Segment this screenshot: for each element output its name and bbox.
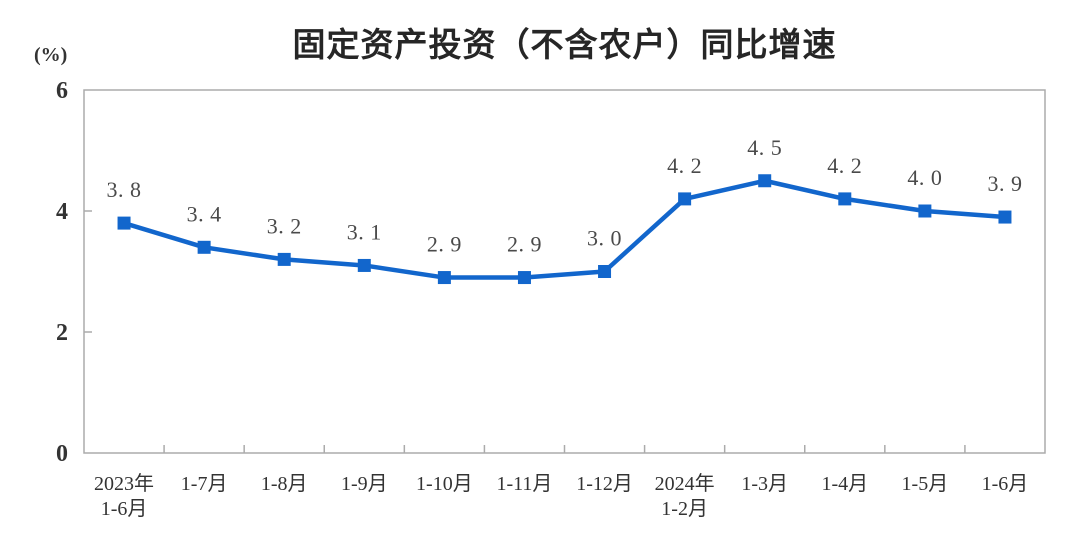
x-axis-tick-label: 1-3月: [741, 473, 788, 495]
x-axis-tick-label: 1-12月: [576, 473, 633, 495]
y-axis-tick-label: 2: [56, 320, 68, 346]
data-point-marker: [517, 271, 531, 285]
data-point-label: 3. 1: [347, 219, 382, 244]
chart-title: 固定资产投资（不含农户）同比增速: [292, 26, 837, 63]
y-axis-tick-label: 6: [56, 78, 68, 104]
x-axis-tick-label: 1-2月: [661, 498, 708, 520]
x-axis-tick-label: 1-6月: [982, 473, 1029, 495]
plot-area-border: [83, 89, 1046, 454]
x-axis-tick-label: 1-9月: [341, 473, 388, 495]
data-point-label: 4. 0: [907, 165, 942, 190]
y-axis-tick-label: 4: [56, 199, 68, 225]
data-point-label: 4. 2: [827, 153, 862, 178]
data-point-label: 2. 9: [507, 232, 542, 257]
data-point-marker: [998, 210, 1012, 224]
data-point-label: 3. 4: [187, 201, 222, 226]
x-axis-tick-label: 1-7月: [181, 473, 228, 495]
data-point-label: 3. 2: [267, 213, 302, 238]
x-axis-tick-label: 2024年: [655, 472, 715, 495]
data-point-marker: [197, 240, 211, 254]
y-axis-tick-label: 0: [56, 441, 68, 467]
data-point-marker: [758, 174, 772, 188]
x-axis-tick-label: 2023年: [94, 472, 154, 495]
data-point-marker: [277, 252, 291, 266]
data-point-marker: [357, 258, 371, 272]
x-axis-tick-label: 1-8月: [261, 473, 308, 495]
y-axis-unit-label: (%): [34, 44, 68, 66]
data-point-marker: [838, 192, 852, 206]
x-axis-tick-label: 1-11月: [496, 473, 552, 495]
data-point-label: 3. 0: [587, 226, 622, 251]
trend-line: [121, 178, 1008, 280]
x-axis-tick-label: 1-10月: [416, 473, 473, 495]
data-point-marker: [117, 216, 131, 230]
data-point-label: 3. 9: [987, 171, 1022, 196]
data-point-label: 3. 8: [107, 177, 142, 202]
data-point-marker: [678, 192, 692, 206]
data-point-label: 2. 9: [427, 232, 462, 257]
data-point-marker: [437, 271, 451, 285]
data-point-marker: [598, 265, 612, 278]
x-axis-tick-label: 1-5月: [902, 473, 949, 495]
x-axis-tick-label: 1-4月: [821, 473, 868, 495]
data-point-label: 4. 2: [667, 153, 702, 178]
x-axis-tick-label: 1-6月: [101, 498, 148, 520]
data-point-label: 4. 5: [747, 135, 782, 160]
data-point-marker: [918, 204, 932, 218]
